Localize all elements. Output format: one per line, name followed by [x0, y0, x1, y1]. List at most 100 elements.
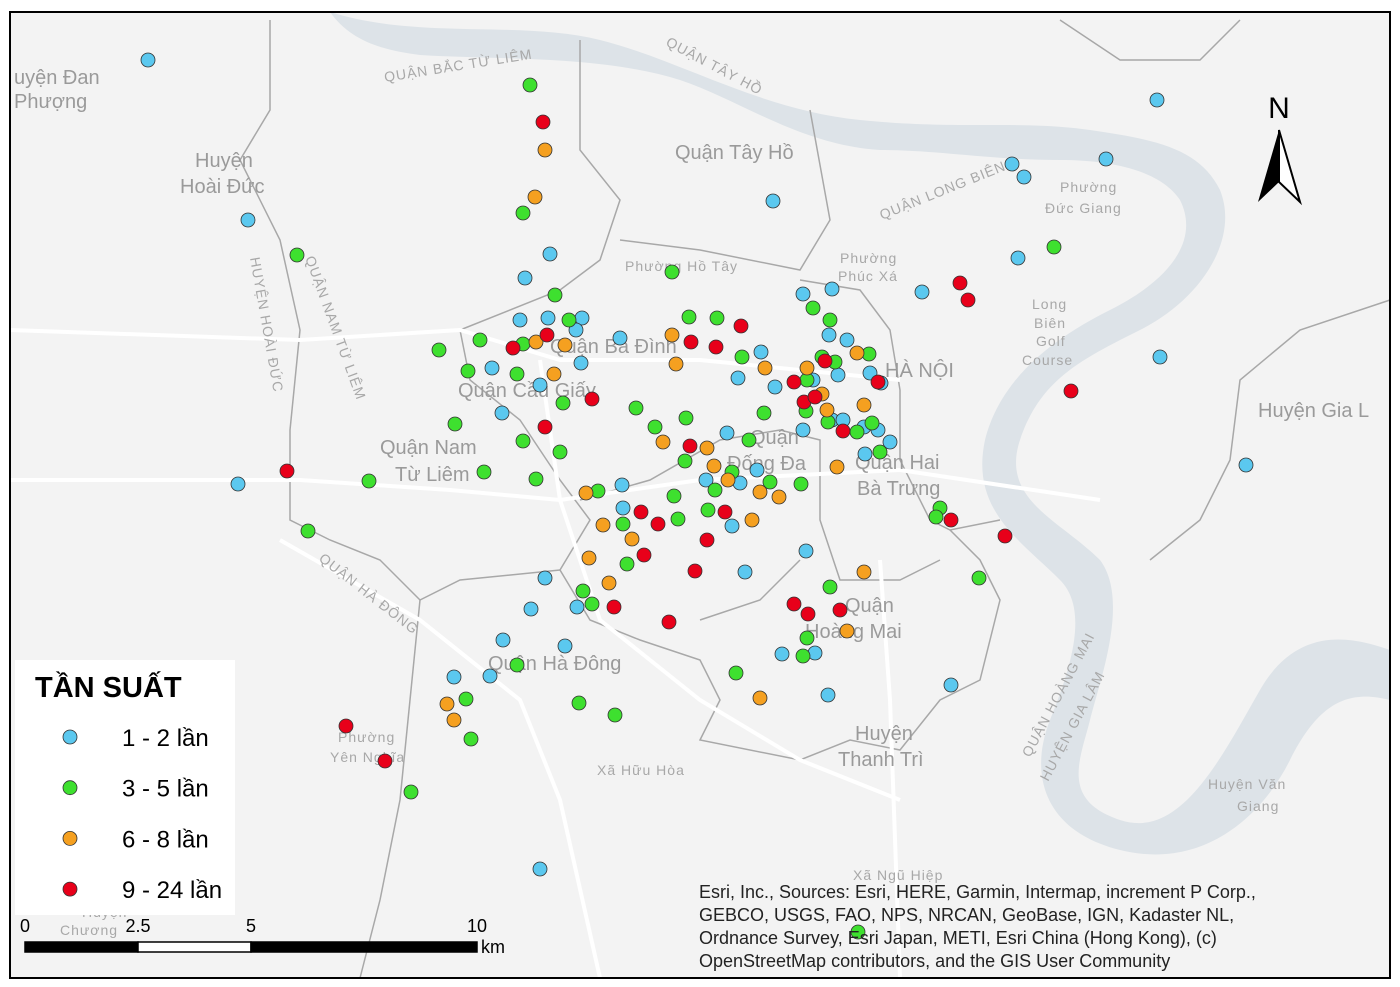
incident-point	[578, 485, 594, 501]
incident-point	[700, 502, 716, 518]
incident-point	[584, 391, 600, 407]
incident-point	[744, 512, 760, 528]
incident-point	[857, 446, 873, 462]
place-label: Quận	[750, 427, 799, 449]
incident-point	[928, 509, 944, 525]
attribution-line: Ordnance Survey, Esri Japan, METI, Esri …	[699, 928, 1217, 948]
incident-point	[636, 547, 652, 563]
incident-point	[615, 500, 631, 516]
incident-point	[528, 471, 544, 487]
incident-point	[532, 861, 548, 877]
scale-segment	[24, 941, 139, 953]
incident-point	[1016, 169, 1032, 185]
scale-label: 0	[20, 916, 30, 936]
incident-point	[839, 623, 855, 639]
incident-point	[741, 432, 757, 448]
incident-point	[555, 395, 571, 411]
incident-point	[753, 344, 769, 360]
place-label: Phượng	[14, 91, 87, 113]
incident-point	[532, 377, 548, 393]
incident-point	[830, 367, 846, 383]
incident-point	[661, 614, 677, 630]
incident-point	[476, 464, 492, 480]
incident-point	[447, 416, 463, 432]
incident-point	[678, 410, 694, 426]
incident-point	[668, 356, 684, 372]
place-label: Quận Cầu Giấy	[458, 380, 596, 402]
incident-point	[584, 596, 600, 612]
incident-point	[817, 353, 833, 369]
incident-point	[971, 570, 987, 586]
place-label: Bà Trưng	[857, 478, 940, 500]
place-label: Quận Tây Hồ	[675, 142, 794, 164]
incident-point	[824, 281, 840, 297]
incident-point	[1046, 239, 1062, 255]
incident-point	[612, 330, 628, 346]
incident-point	[495, 632, 511, 648]
incident-point	[509, 657, 525, 673]
incident-point	[1152, 349, 1168, 365]
incident-point	[458, 691, 474, 707]
place-label: Golf	[1036, 333, 1066, 349]
north-label: N	[1268, 92, 1290, 125]
incident-point	[795, 422, 811, 438]
incident-point	[509, 366, 525, 382]
incident-point	[523, 601, 539, 617]
incident-point	[240, 212, 256, 228]
place-label: Huyện	[195, 150, 253, 172]
incident-point	[230, 476, 246, 492]
place-label: HÀ NỘI	[885, 359, 954, 382]
incident-point	[720, 472, 736, 488]
attribution-line: OpenStreetMap contributors, and the GIS …	[699, 951, 1170, 971]
place-label: Huyện Văn	[1208, 776, 1286, 792]
place-label: Quận Hà Đông	[488, 653, 621, 675]
incident-point	[601, 575, 617, 591]
incident-point	[856, 564, 872, 580]
attribution-line: GEBCO, USGS, FAO, NPS, NRCAN, GeoBase, I…	[699, 905, 1234, 925]
incident-point	[757, 360, 773, 376]
incident-point	[571, 695, 587, 711]
incident-point	[707, 482, 723, 498]
incident-point	[752, 484, 768, 500]
incident-point	[752, 690, 768, 706]
place-label: Đức Giang	[1045, 200, 1122, 216]
incident-point	[708, 339, 724, 355]
incident-point	[595, 517, 611, 533]
incident-point	[522, 77, 538, 93]
incident-point	[666, 488, 682, 504]
incident-point	[515, 433, 531, 449]
incident-point	[624, 531, 640, 547]
place-label: Huyện	[855, 723, 913, 745]
incident-point	[724, 518, 740, 534]
incident-point	[795, 648, 811, 664]
incident-point	[472, 332, 488, 348]
incident-point	[756, 405, 772, 421]
place-label: Phường	[840, 250, 897, 266]
incident-point	[728, 665, 744, 681]
place-label: uyện Đan	[14, 67, 100, 89]
legend-label: 1 - 2 lần	[122, 725, 209, 752]
incident-point	[786, 374, 802, 390]
incident-point	[1063, 383, 1079, 399]
incident-point	[140, 52, 156, 68]
incident-point	[829, 459, 845, 475]
incident-point	[546, 366, 562, 382]
incident-point	[822, 579, 838, 595]
incident-point	[655, 434, 671, 450]
incident-point	[279, 463, 295, 479]
incident-point	[338, 718, 354, 734]
incident-point	[798, 543, 814, 559]
legend-label: 9 - 24 lần	[122, 877, 222, 904]
incident-point	[482, 668, 498, 684]
incident-point	[569, 599, 585, 615]
incident-point	[561, 312, 577, 328]
incident-point	[300, 523, 316, 539]
attribution-line: Esri, Inc., Sources: Esri, HERE, Garmin,…	[699, 882, 1256, 902]
place-label: Long	[1032, 296, 1067, 312]
incident-point	[460, 363, 476, 379]
incident-point	[606, 599, 622, 615]
incident-point	[1149, 92, 1165, 108]
scale-segment	[137, 941, 252, 953]
incident-point	[717, 504, 733, 520]
